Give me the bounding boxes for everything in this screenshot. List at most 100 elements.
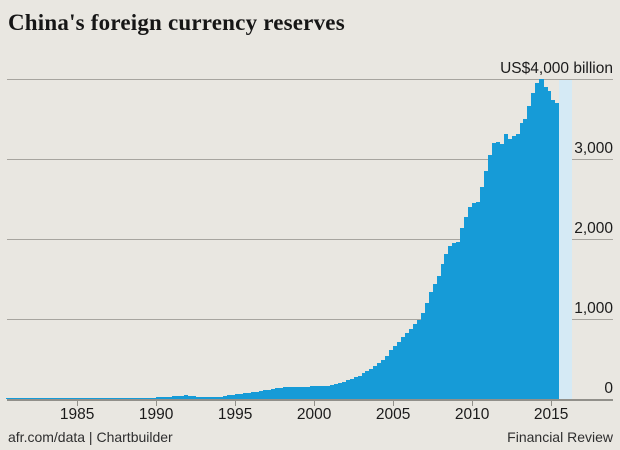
bar	[290, 387, 295, 399]
bar	[397, 342, 402, 399]
bar	[555, 103, 560, 399]
bar	[551, 100, 556, 399]
y-axis-label: 1,000	[574, 299, 613, 317]
bar	[349, 378, 354, 399]
bar	[156, 397, 161, 399]
bar	[531, 92, 536, 399]
bar	[17, 398, 23, 399]
bar	[373, 366, 378, 399]
footer: afr.com/data | Chartbuilder Financial Re…	[8, 429, 613, 445]
x-axis-tick	[156, 401, 158, 406]
bar	[298, 386, 303, 399]
bar	[361, 373, 366, 399]
bar	[448, 246, 453, 399]
x-axis-tick	[393, 401, 395, 406]
bar	[152, 397, 157, 399]
bar	[357, 375, 362, 399]
bar	[148, 397, 153, 399]
bar	[49, 397, 54, 399]
bar	[211, 397, 216, 399]
bar	[314, 386, 319, 399]
bar	[282, 387, 287, 399]
bar	[337, 382, 343, 399]
bar	[239, 393, 244, 399]
bar	[254, 391, 260, 399]
bar	[329, 384, 335, 399]
bar	[136, 397, 141, 399]
bar	[333, 383, 339, 399]
bar	[460, 228, 465, 399]
bar	[322, 385, 327, 399]
bar	[507, 139, 512, 399]
bar	[547, 91, 552, 399]
x-axis-label: 2000	[296, 406, 332, 423]
bar	[412, 323, 418, 399]
bar	[235, 394, 240, 399]
bar	[452, 242, 457, 399]
bar	[207, 397, 212, 399]
bar	[223, 395, 228, 399]
x-axis-label: 1995	[217, 406, 253, 423]
bar	[480, 186, 485, 399]
bar	[57, 397, 62, 399]
bar	[527, 105, 532, 399]
bar	[187, 395, 193, 399]
bar	[33, 398, 38, 399]
x-axis-tick	[472, 401, 474, 406]
bar	[266, 389, 272, 399]
bar	[499, 144, 505, 399]
bar	[195, 396, 200, 399]
bar	[503, 134, 509, 399]
bar	[171, 396, 177, 399]
gridline	[7, 399, 613, 401]
bar	[183, 395, 189, 399]
bar	[440, 264, 445, 399]
bar	[227, 395, 232, 399]
bar	[6, 398, 11, 399]
x-axis-tick	[551, 401, 553, 406]
bar	[167, 396, 173, 399]
bar	[29, 398, 35, 399]
gridline	[7, 318, 613, 320]
bar	[231, 394, 236, 399]
bar	[250, 392, 256, 399]
publisher-credit: Financial Review	[507, 429, 613, 445]
bar	[377, 363, 382, 399]
bar	[104, 398, 110, 399]
bar	[246, 392, 252, 399]
gridline	[7, 158, 613, 160]
bar	[108, 398, 114, 399]
bar	[543, 87, 548, 399]
bar	[416, 319, 422, 399]
bar	[203, 397, 208, 399]
bar	[389, 349, 394, 399]
bar	[85, 397, 90, 399]
bar	[219, 396, 224, 399]
bar	[77, 397, 82, 399]
bar	[278, 387, 283, 399]
bar	[116, 397, 121, 399]
bar	[302, 386, 307, 399]
bar	[9, 398, 15, 399]
x-axis-label: 2015	[533, 406, 569, 423]
bar	[88, 397, 94, 399]
bar	[112, 397, 117, 399]
bar	[464, 216, 469, 399]
bar	[262, 390, 268, 399]
bar	[468, 206, 473, 399]
bar	[539, 79, 544, 399]
bar	[306, 386, 311, 399]
bar	[341, 381, 347, 399]
bar	[310, 386, 315, 399]
gridline	[7, 238, 613, 240]
bar	[179, 395, 185, 399]
bar	[428, 292, 433, 399]
y-axis-label: US$4,000 billion	[500, 59, 613, 77]
bar	[274, 388, 279, 399]
x-axis-tick	[235, 401, 237, 406]
bar	[45, 398, 50, 399]
bar	[476, 202, 481, 399]
bar	[424, 302, 430, 399]
